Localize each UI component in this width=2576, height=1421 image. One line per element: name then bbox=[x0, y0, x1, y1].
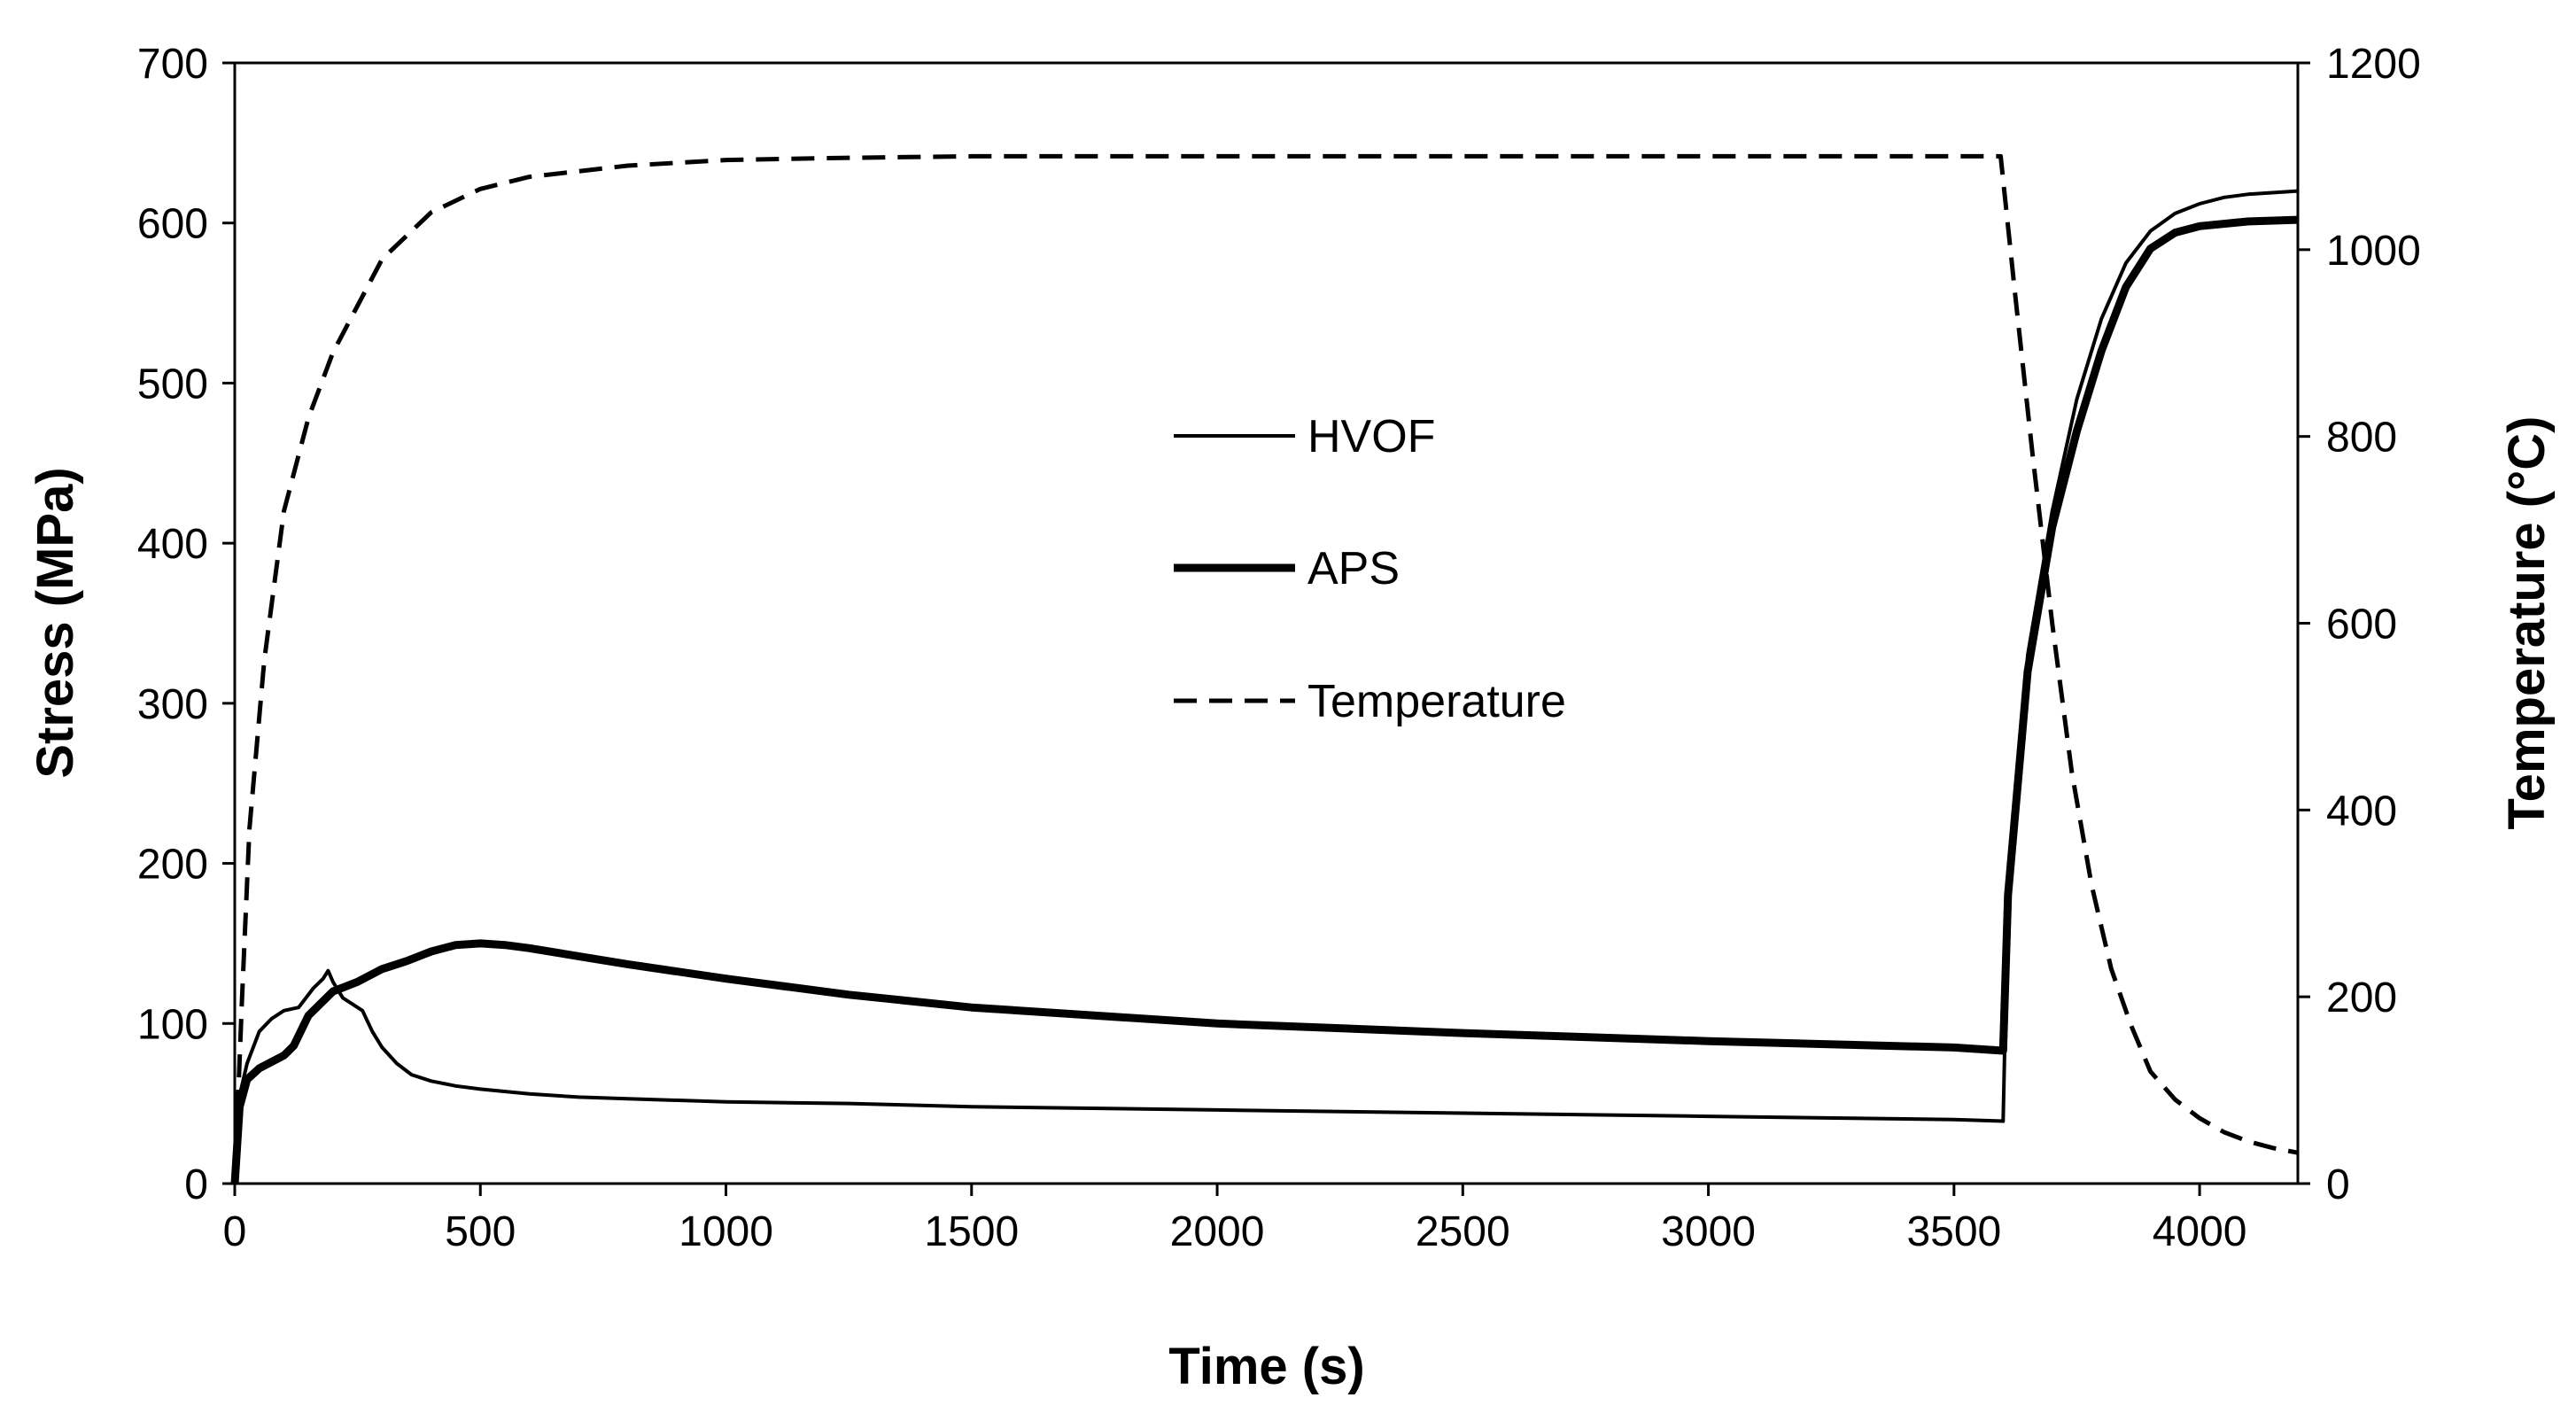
y-tick-label: 500 bbox=[137, 361, 208, 408]
x-tick-label: 1000 bbox=[679, 1208, 773, 1255]
legend-label-aps: APS bbox=[1307, 543, 1400, 594]
y2-axis-title: Temperature (°C) bbox=[2498, 416, 2556, 830]
series-line-aps bbox=[230, 215, 2299, 1184]
x-tick-label: 500 bbox=[445, 1208, 516, 1255]
series-line-hvof bbox=[233, 189, 2299, 1184]
y2-tick-label: 1000 bbox=[2326, 228, 2421, 275]
y-tick-label: 700 bbox=[137, 41, 208, 88]
y-axis-ticks: 0 100 200 300 400 500 600 700 bbox=[137, 41, 235, 1208]
y-tick-label: 300 bbox=[137, 681, 208, 728]
x-tick-label: 2000 bbox=[1170, 1208, 1265, 1255]
x-tick-label: 0 bbox=[223, 1208, 247, 1255]
y-axis-title: Stress (MPa) bbox=[27, 467, 84, 778]
y-tick-label: 600 bbox=[137, 201, 208, 248]
y2-tick-label: 800 bbox=[2326, 415, 2397, 462]
legend: HVOF APS Temperature bbox=[1174, 411, 1566, 727]
y2-tick-label: 400 bbox=[2326, 788, 2397, 835]
x-tick-label: 1500 bbox=[924, 1208, 1019, 1255]
series-layer bbox=[230, 153, 2299, 1184]
legend-label-temperature: Temperature bbox=[1307, 676, 1566, 727]
x-tick-label: 3000 bbox=[1661, 1208, 1756, 1255]
y-tick-label: 400 bbox=[137, 521, 208, 568]
legend-label-hvof: HVOF bbox=[1307, 411, 1435, 462]
y2-tick-label: 0 bbox=[2326, 1161, 2350, 1208]
x-tick-label: 2500 bbox=[1416, 1208, 1510, 1255]
y-tick-label: 100 bbox=[137, 1001, 208, 1048]
x-axis-ticks: 0 500 1000 1500 2000 2500 3000 3500 4000 bbox=[223, 1184, 2247, 1255]
y2-tick-label: 1200 bbox=[2326, 41, 2421, 88]
x-tick-label: 3500 bbox=[1906, 1208, 2001, 1255]
y2-tick-label: 200 bbox=[2326, 975, 2397, 1021]
y-tick-label: 0 bbox=[184, 1161, 208, 1208]
x-axis-title: Time (s) bbox=[1168, 1338, 1364, 1395]
x-tick-label: 4000 bbox=[2153, 1208, 2247, 1255]
y2-tick-label: 600 bbox=[2326, 602, 2397, 648]
series-line-temperature bbox=[232, 153, 2299, 1184]
y2-axis-ticks: 0 200 400 600 800 1000 1200 bbox=[2298, 41, 2421, 1208]
y-tick-label: 200 bbox=[137, 842, 208, 889]
